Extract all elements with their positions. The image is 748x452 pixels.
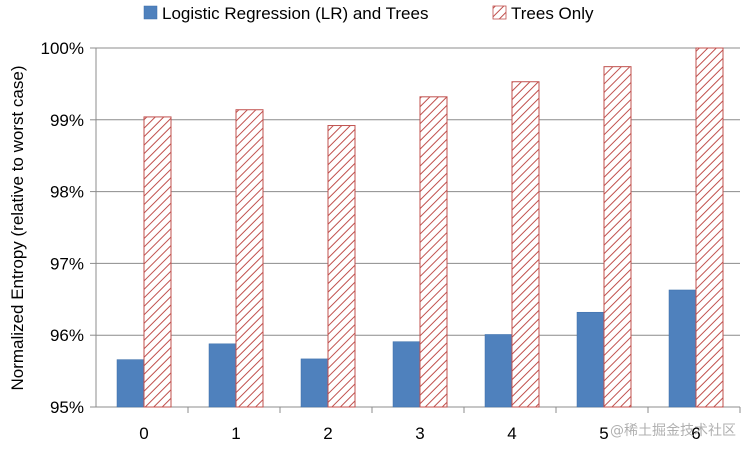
y-tick-label: 98% xyxy=(50,183,84,202)
bar-trees-only xyxy=(511,81,540,408)
bar-trees-only xyxy=(695,47,724,408)
y-tick-label: 97% xyxy=(50,254,84,273)
legend-label-lr-and-trees: Logistic Regression (LR) and Trees xyxy=(162,4,428,23)
bars xyxy=(116,47,724,408)
x-tick-label: 2 xyxy=(323,424,332,443)
x-tick-label: 4 xyxy=(507,424,516,443)
bar-lr-and-trees xyxy=(668,289,697,408)
y-axis-title: Normalized Entropy (relative to worst ca… xyxy=(8,65,27,390)
bar-lr-and-trees xyxy=(484,334,513,408)
bar-trees-only xyxy=(419,96,448,408)
watermark: @稀土掘金技术社区 xyxy=(610,423,736,439)
y-tick-label: 99% xyxy=(50,111,84,130)
legend-swatch-lr-and-trees xyxy=(143,5,158,20)
y-tick-label: 95% xyxy=(50,398,84,417)
gridlines xyxy=(96,47,740,336)
bar-trees-only xyxy=(143,116,172,408)
bar-lr-and-trees xyxy=(576,311,605,408)
bar-lr-and-trees xyxy=(300,358,329,408)
bar-lr-and-trees xyxy=(116,359,145,408)
x-tick-label: 1 xyxy=(231,424,240,443)
x-tick-label: 3 xyxy=(415,424,424,443)
bar-trees-only xyxy=(327,125,356,408)
bar-lr-and-trees xyxy=(208,343,237,408)
bar-trees-only xyxy=(603,66,632,408)
legend-label-trees-only: Trees Only xyxy=(511,4,594,23)
y-tick-label: 100% xyxy=(41,39,84,58)
tick-labels: 95% 96% 97% 98% 99% 100% 0 1 2 3 4 5 6 xyxy=(41,39,701,443)
bar-lr-and-trees xyxy=(392,341,421,408)
bar-trees-only xyxy=(235,109,264,408)
x-tick-label: 6 xyxy=(691,424,700,443)
legend: Logistic Regression (LR) and Trees Trees… xyxy=(143,4,594,23)
y-tick-label: 96% xyxy=(50,326,84,345)
x-tick-label: 5 xyxy=(599,424,608,443)
legend-swatch-trees-only xyxy=(492,5,507,20)
x-tick-label: 0 xyxy=(139,424,148,443)
